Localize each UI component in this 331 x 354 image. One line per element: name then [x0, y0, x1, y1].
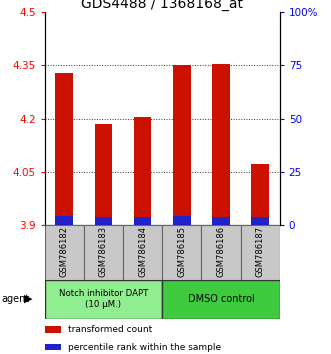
Bar — [45, 344, 61, 350]
Bar — [251, 164, 269, 225]
Bar — [162, 280, 280, 319]
Bar — [212, 64, 230, 225]
Bar — [123, 225, 162, 280]
Text: GSM786185: GSM786185 — [177, 225, 186, 276]
Bar — [173, 65, 191, 225]
Bar — [84, 225, 123, 280]
Bar — [162, 225, 201, 280]
Bar — [45, 280, 162, 319]
Bar — [95, 124, 112, 225]
Text: percentile rank within the sample: percentile rank within the sample — [68, 343, 221, 352]
Bar — [45, 225, 84, 280]
Text: ▶: ▶ — [24, 294, 33, 304]
Bar — [134, 117, 151, 225]
Bar — [56, 73, 73, 225]
Bar — [201, 225, 241, 280]
Bar — [212, 217, 230, 225]
Text: GSM786187: GSM786187 — [256, 225, 264, 277]
Bar — [45, 326, 61, 333]
Bar — [134, 217, 151, 225]
Bar — [251, 217, 269, 225]
Bar — [241, 225, 280, 280]
Text: agent: agent — [1, 294, 29, 304]
Bar — [95, 217, 112, 225]
Bar — [56, 216, 73, 225]
Text: GSM786184: GSM786184 — [138, 225, 147, 276]
Text: DMSO control: DMSO control — [188, 294, 254, 304]
Text: GSM786183: GSM786183 — [99, 225, 108, 277]
Bar — [173, 216, 191, 225]
Text: Notch inhibitor DAPT
(10 μM.): Notch inhibitor DAPT (10 μM.) — [59, 290, 148, 309]
Text: GSM786182: GSM786182 — [60, 225, 69, 276]
Text: GSM786186: GSM786186 — [216, 225, 225, 277]
Title: GDS4488 / 1368168_at: GDS4488 / 1368168_at — [81, 0, 243, 11]
Text: transformed count: transformed count — [68, 325, 153, 334]
